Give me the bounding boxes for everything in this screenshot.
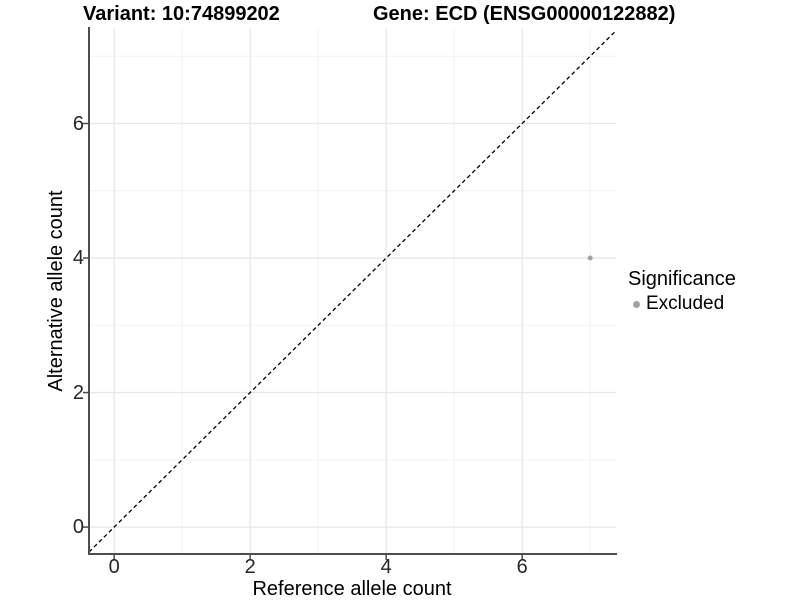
- y-tick-label: 6: [72, 112, 84, 135]
- plot-title-variant: Variant: 10:74899202: [83, 3, 280, 25]
- plot-title-gene: Gene: ECD (ENSG00000122882): [373, 3, 676, 25]
- identity-line: [88, 30, 617, 553]
- legend-title: Significance: [628, 268, 736, 290]
- legend-item-label: Excluded: [646, 293, 725, 314]
- x-tick-label: 0: [108, 556, 120, 578]
- x-tick-label: 4: [380, 556, 392, 578]
- legend: Significance Excluded: [628, 267, 736, 315]
- data-point: [587, 255, 593, 261]
- legend-item: Excluded: [628, 293, 736, 315]
- x-axis-title: Reference allele count: [252, 578, 452, 600]
- x-tick-label: 2: [244, 556, 256, 578]
- y-tick-label: 4: [72, 247, 84, 270]
- x-tick-label: 6: [516, 556, 528, 578]
- y-tick-label: 2: [72, 381, 84, 404]
- y-tick-label: 0: [72, 516, 84, 539]
- y-axis-title: Alternative allele count: [45, 190, 67, 392]
- legend-dot-icon: [633, 300, 640, 308]
